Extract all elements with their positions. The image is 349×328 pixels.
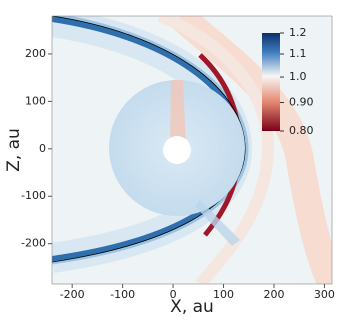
colorbar	[262, 33, 280, 131]
y-tick-label: -100	[21, 189, 46, 202]
colorbar-tick-label: 0.90	[289, 96, 314, 109]
y-axis-label: Z, au	[4, 128, 24, 172]
x-axis-label: X, au	[170, 297, 214, 317]
colorbar-tick-label: 0.80	[289, 124, 314, 137]
x-tick-label: 200	[263, 288, 284, 301]
plot-frame	[51, 15, 333, 285]
y-tick-label: -200	[21, 237, 46, 250]
colorbar-tick-label: 1.0	[289, 70, 307, 83]
x-tick-label: -200	[60, 288, 85, 301]
y-tick-label: 200	[25, 47, 46, 60]
field	[52, 16, 332, 284]
colorbar-tick-label: 1.2	[289, 26, 307, 39]
x-tick-label: 300	[314, 288, 335, 301]
x-tick-label: 0	[170, 288, 177, 301]
x-tick-label: 100	[213, 288, 234, 301]
x-tick-label: -100	[110, 288, 135, 301]
y-tick-label: 0	[39, 142, 46, 155]
y-tick-label: 100	[25, 94, 46, 107]
colorbar-tick-label: 1.1	[289, 47, 307, 60]
